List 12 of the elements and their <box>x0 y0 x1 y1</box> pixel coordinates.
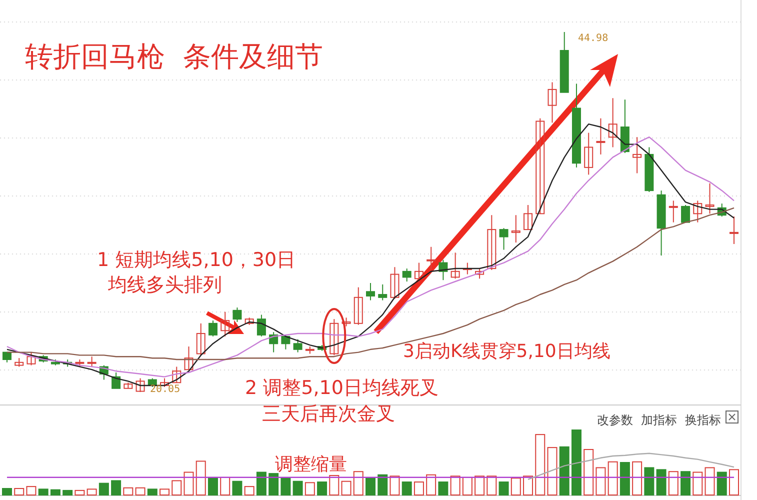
annotation: 三天后再次金叉 <box>262 403 395 425</box>
annotation: 2 调整5,10日均线死叉 <box>245 377 438 399</box>
title: 转折回马枪 条件及细节 <box>25 40 323 73</box>
annotation: 调整缩量 <box>275 454 347 475</box>
annotation: 44.98 <box>578 33 608 44</box>
annotation: 3启动K线贯穿5,10日均线 <box>403 341 610 362</box>
annotation: 加指标 <box>641 413 677 427</box>
annotation: 均线多头排列 <box>108 274 222 296</box>
annotation: 1 短期均线5,10，30日 <box>97 249 296 271</box>
annotation: 换指标 <box>685 413 721 427</box>
annotation: 20.05 <box>150 384 180 395</box>
annotation: 改参数 <box>597 413 633 427</box>
